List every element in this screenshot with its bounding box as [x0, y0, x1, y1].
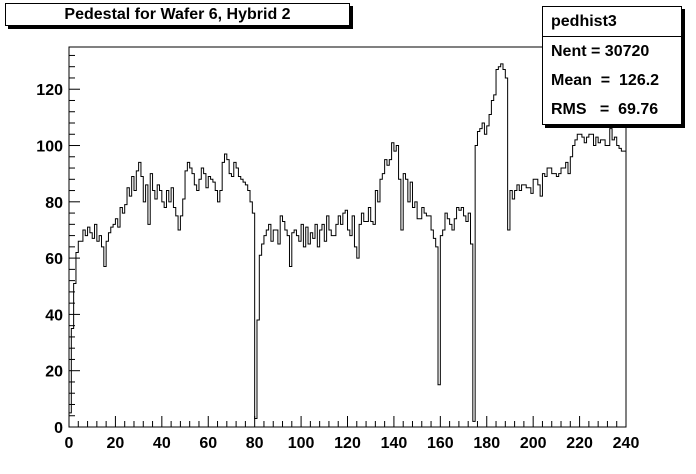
stats-mean: Mean = 126.2	[551, 72, 660, 89]
x-tick-label: 180	[473, 435, 500, 452]
y-tick-label: 60	[45, 251, 63, 268]
y-tick-label: 120	[36, 82, 63, 99]
y-tick-label: 80	[45, 195, 63, 212]
x-tick-label: 140	[381, 435, 408, 452]
stats-box: pedhist3 Nent = 30720 Mean = 126.2 RMS =…	[542, 6, 682, 125]
x-tick-label: 200	[520, 435, 547, 452]
y-tick-label: 100	[36, 139, 63, 156]
stats-nent: Nent = 30720	[551, 43, 650, 60]
chart-title: Pedestal for Wafer 6, Hybrid 2	[5, 3, 350, 26]
x-tick-label: 240	[613, 435, 640, 452]
y-axis: 0 20 40 60 80 100 120	[36, 54, 80, 437]
x-tick-label: 120	[334, 435, 361, 452]
stats-histogram-name: pedhist3	[543, 7, 681, 37]
x-tick-label: 0	[65, 435, 74, 452]
x-tick-label: 40	[153, 435, 171, 452]
x-tick-label: 100	[288, 435, 315, 452]
y-tick-label: 40	[45, 307, 63, 324]
x-tick-label: 60	[199, 435, 217, 452]
x-axis: 0 20 40 60 80 100 120 140 160 180 200 220 240	[65, 416, 640, 452]
y-tick-label: 0	[54, 420, 63, 437]
x-tick-label: 220	[566, 435, 593, 452]
histogram-series-line	[68, 63, 627, 427]
stats-rms: RMS = 69.76	[551, 101, 659, 118]
plot-frame	[68, 46, 627, 428]
x-tick-label: 80	[246, 435, 264, 452]
y-tick-label: 20	[45, 364, 63, 381]
x-tick-label: 160	[427, 435, 454, 452]
x-tick-label: 20	[107, 435, 125, 452]
